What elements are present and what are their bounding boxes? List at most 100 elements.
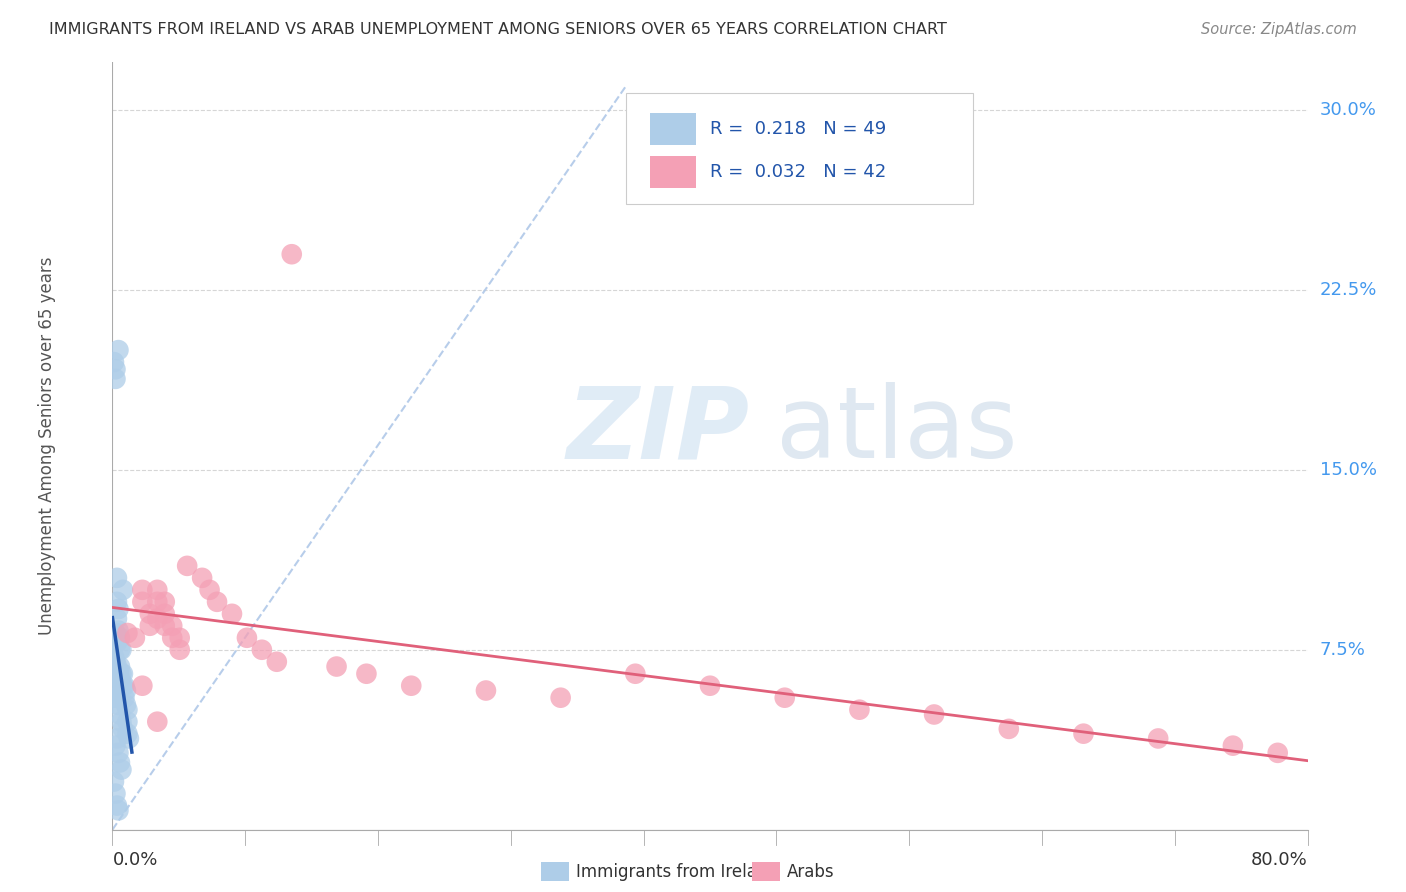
Point: [162, 631, 183, 645]
Point: [139, 619, 162, 633]
Point: [110, 714, 132, 729]
Point: [139, 607, 162, 621]
Text: IMMIGRANTS FROM IRELAND VS ARAB UNEMPLOYMENT AMONG SENIORS OVER 65 YEARS CORRELA: IMMIGRANTS FROM IRELAND VS ARAB UNEMPLOY…: [49, 22, 948, 37]
Point: [1222, 739, 1244, 753]
Point: [169, 642, 191, 657]
Point: [108, 659, 131, 673]
Point: [108, 672, 131, 686]
Point: [131, 582, 153, 597]
Point: [281, 247, 304, 261]
Text: 30.0%: 30.0%: [1320, 102, 1376, 120]
FancyBboxPatch shape: [651, 156, 696, 188]
Point: [153, 619, 176, 633]
Point: [699, 679, 721, 693]
Text: atlas: atlas: [776, 382, 1018, 479]
Point: [117, 626, 139, 640]
Point: [104, 655, 127, 669]
Point: [104, 362, 127, 376]
Point: [169, 631, 191, 645]
Point: [325, 659, 347, 673]
Point: [103, 774, 125, 789]
Point: [107, 602, 129, 616]
Point: [107, 624, 129, 638]
Point: [105, 571, 128, 585]
Point: [103, 355, 125, 369]
Point: [131, 595, 153, 609]
Text: 80.0%: 80.0%: [1251, 851, 1308, 869]
Point: [146, 595, 169, 609]
Point: [773, 690, 796, 705]
Text: Immigrants from Ireland: Immigrants from Ireland: [576, 863, 779, 881]
Point: [105, 659, 128, 673]
Point: [401, 679, 423, 693]
Point: [250, 642, 273, 657]
Text: 0.0%: 0.0%: [112, 851, 157, 869]
Point: [131, 679, 153, 693]
Point: [105, 612, 128, 626]
Point: [153, 607, 176, 621]
Point: [114, 679, 135, 693]
Point: [162, 619, 183, 633]
Point: [103, 679, 125, 693]
Point: [191, 571, 214, 585]
Point: [1147, 731, 1170, 746]
Point: [176, 558, 198, 573]
Point: [107, 698, 129, 712]
Point: [146, 714, 169, 729]
Point: [108, 756, 131, 770]
Point: [205, 595, 228, 609]
Point: [108, 707, 131, 722]
Point: [153, 595, 176, 609]
Point: [198, 582, 221, 597]
Point: [117, 714, 139, 729]
Point: [111, 679, 134, 693]
Point: [107, 804, 129, 818]
Text: ZIP: ZIP: [567, 382, 749, 479]
Point: [103, 690, 125, 705]
Point: [117, 726, 139, 740]
Text: Unemployment Among Seniors over 65 years: Unemployment Among Seniors over 65 years: [38, 257, 56, 635]
Point: [117, 703, 139, 717]
Point: [108, 631, 131, 645]
Point: [475, 683, 498, 698]
Point: [104, 787, 127, 801]
Point: [105, 798, 128, 813]
Point: [104, 372, 127, 386]
Point: [107, 746, 129, 760]
Point: [124, 631, 146, 645]
Text: 22.5%: 22.5%: [1320, 281, 1376, 299]
Point: [114, 690, 135, 705]
Point: [110, 642, 132, 657]
Point: [103, 649, 125, 664]
Point: [111, 722, 134, 736]
Point: [105, 595, 128, 609]
Point: [108, 642, 131, 657]
Point: [104, 683, 127, 698]
Point: [236, 631, 259, 645]
Point: [110, 666, 132, 681]
Point: [115, 683, 138, 698]
Point: [104, 739, 127, 753]
Point: [146, 612, 169, 626]
Point: [105, 731, 128, 746]
Point: [111, 582, 134, 597]
Point: [105, 635, 128, 649]
Point: [115, 698, 138, 712]
FancyBboxPatch shape: [651, 113, 696, 145]
Point: [848, 703, 870, 717]
Point: [111, 666, 134, 681]
Point: [1267, 746, 1289, 760]
Text: R =  0.032   N = 42: R = 0.032 N = 42: [710, 163, 886, 181]
Text: 7.5%: 7.5%: [1320, 640, 1365, 659]
Point: [266, 655, 288, 669]
Point: [922, 707, 945, 722]
Point: [1073, 726, 1095, 740]
Point: [550, 690, 572, 705]
Point: [118, 731, 141, 746]
Text: Source: ZipAtlas.com: Source: ZipAtlas.com: [1201, 22, 1357, 37]
FancyBboxPatch shape: [627, 93, 973, 204]
Text: Arabs: Arabs: [787, 863, 835, 881]
Point: [110, 763, 132, 777]
Point: [146, 582, 169, 597]
Point: [104, 626, 127, 640]
